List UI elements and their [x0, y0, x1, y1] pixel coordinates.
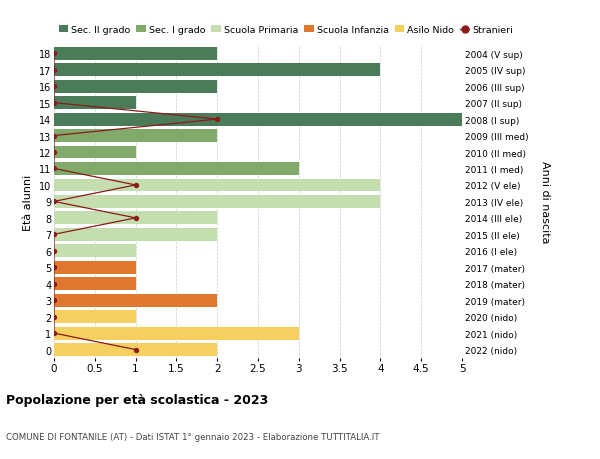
Point	[49, 100, 59, 107]
Point	[49, 231, 59, 239]
Text: Popolazione per età scolastica - 2023: Popolazione per età scolastica - 2023	[6, 393, 268, 406]
Bar	[54, 212, 217, 225]
Bar	[54, 48, 217, 61]
Text: COMUNE DI FONTANILE (AT) - Dati ISTAT 1° gennaio 2023 - Elaborazione TUTTITALIA.: COMUNE DI FONTANILE (AT) - Dati ISTAT 1°…	[6, 431, 380, 441]
Bar	[54, 278, 136, 291]
Bar	[54, 245, 136, 257]
Legend: Sec. II grado, Sec. I grado, Scuola Primaria, Scuola Infanzia, Asilo Nido, Stran: Sec. II grado, Sec. I grado, Scuola Prim…	[59, 26, 514, 35]
Point	[49, 198, 59, 206]
Bar	[54, 294, 217, 307]
Bar	[54, 113, 462, 126]
Point	[49, 50, 59, 58]
Bar	[54, 64, 380, 77]
Point	[49, 297, 59, 304]
Point	[49, 149, 59, 157]
Bar	[54, 343, 217, 356]
Point	[49, 313, 59, 321]
Bar	[54, 97, 136, 110]
Point	[131, 182, 140, 189]
Bar	[54, 261, 136, 274]
Bar	[54, 130, 217, 143]
Point	[49, 165, 59, 173]
Point	[49, 133, 59, 140]
Point	[49, 264, 59, 271]
Bar	[54, 179, 380, 192]
Point	[49, 247, 59, 255]
Point	[49, 330, 59, 337]
Point	[49, 83, 59, 90]
Point	[49, 67, 59, 74]
Point	[49, 280, 59, 288]
Bar	[54, 146, 136, 159]
Bar	[54, 229, 217, 241]
Bar	[54, 311, 136, 323]
Y-axis label: Età alunni: Età alunni	[23, 174, 33, 230]
Y-axis label: Anni di nascita: Anni di nascita	[539, 161, 550, 243]
Point	[131, 215, 140, 222]
Point	[212, 116, 222, 123]
Bar	[54, 196, 380, 208]
Point	[131, 346, 140, 353]
Bar	[54, 162, 299, 175]
Bar	[54, 81, 217, 93]
Bar	[54, 327, 299, 340]
